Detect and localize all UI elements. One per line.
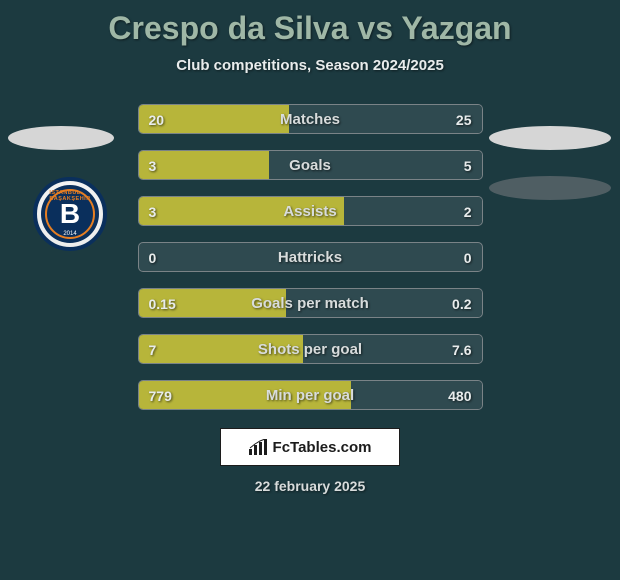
ellipse-top-left (8, 126, 114, 150)
badge-top-text: ISTANBUL BAŞAKŞEHIR (49, 190, 90, 202)
page-title: Crespo da Silva vs Yazgan (0, 10, 620, 47)
brand-badge: FcTables.com (220, 428, 400, 466)
stat-value-right: 480 (448, 381, 471, 410)
comparison-card: Crespo da Silva vs Yazgan Club competiti… (0, 0, 620, 580)
stat-row: 7Shots per goal7.6 (138, 334, 483, 364)
stat-value-right: 0 (464, 243, 472, 272)
stat-row: 20Matches25 (138, 104, 483, 134)
stat-row: 3Goals5 (138, 150, 483, 180)
ellipse-top-right (489, 126, 611, 150)
stat-label: Min per goal (139, 381, 482, 410)
stat-value-right: 7.6 (452, 335, 471, 364)
stat-value-right: 0.2 (452, 289, 471, 318)
stat-row: 3Assists2 (138, 196, 483, 226)
badge-letter: B (60, 198, 80, 230)
stat-row: 0.15Goals per match0.2 (138, 288, 483, 318)
stat-row: 0Hattricks0 (138, 242, 483, 272)
stat-row: 779Min per goal480 (138, 380, 483, 410)
stat-label: Matches (139, 105, 482, 134)
stat-value-right: 2 (464, 197, 472, 226)
badge-year: 2014 (63, 231, 76, 237)
ellipse-bottom-right (489, 176, 611, 200)
brand-text: FcTables.com (273, 439, 372, 456)
chart-icon (249, 439, 267, 455)
page-subtitle: Club competitions, Season 2024/2025 (0, 57, 620, 74)
stat-label: Assists (139, 197, 482, 226)
stat-label: Shots per goal (139, 335, 482, 364)
stat-label: Goals per match (139, 289, 482, 318)
stat-label: Goals (139, 151, 482, 180)
stat-value-right: 5 (464, 151, 472, 180)
team-badge: ISTANBUL BAŞAKŞEHIR B 2014 (33, 177, 107, 287)
stats-table: 20Matches253Goals53Assists20Hattricks00.… (138, 104, 483, 410)
stat-value-right: 25 (456, 105, 472, 134)
stat-label: Hattricks (139, 243, 482, 272)
date-text: 22 february 2025 (0, 478, 620, 494)
